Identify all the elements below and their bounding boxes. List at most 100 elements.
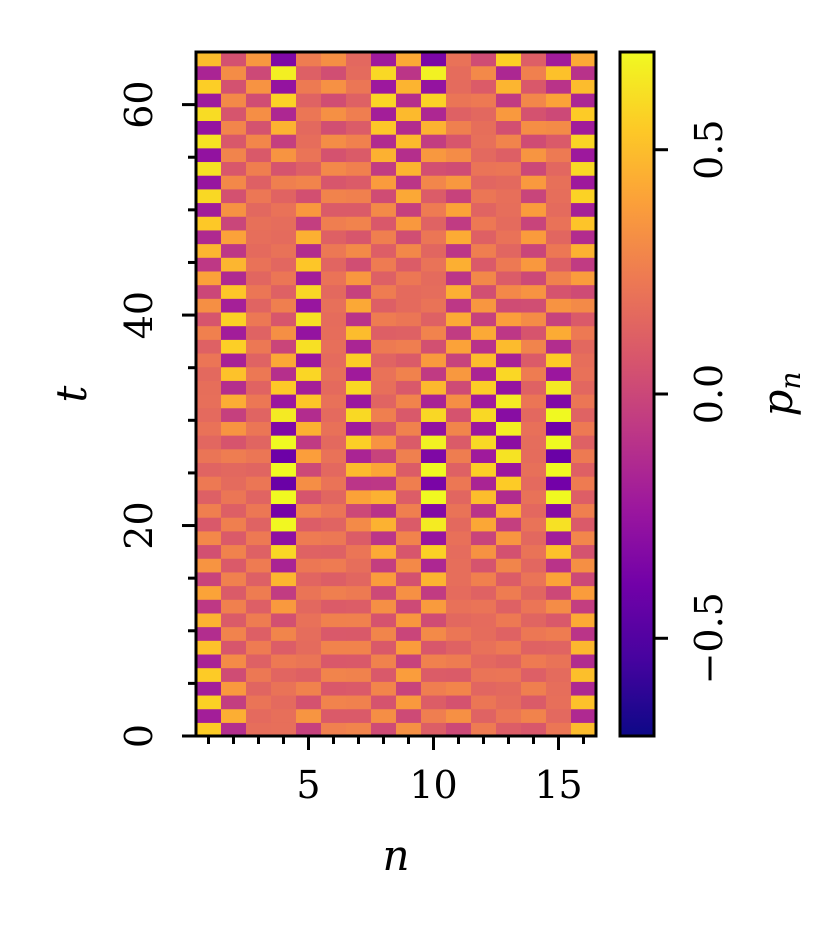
heatmap-cell xyxy=(521,339,547,354)
heatmap-cell xyxy=(571,380,597,395)
heatmap-cell xyxy=(421,503,447,518)
heatmap-cell xyxy=(571,558,597,573)
heatmap-cell xyxy=(196,257,222,272)
heatmap-cell xyxy=(521,65,547,80)
heatmap-cell xyxy=(421,407,447,422)
heatmap-cell xyxy=(396,599,422,614)
heatmap-cell xyxy=(221,503,247,518)
heatmap-cell xyxy=(296,626,322,641)
heatmap-cell xyxy=(196,243,222,258)
heatmap-cell xyxy=(246,421,272,436)
heatmap-cell xyxy=(246,216,272,231)
heatmap-cell xyxy=(421,530,447,546)
heatmap-cell xyxy=(521,380,547,395)
heatmap-cell xyxy=(196,448,222,463)
heatmap-cell xyxy=(496,325,522,340)
heatmap-cell xyxy=(546,216,572,231)
heatmap-cell xyxy=(196,325,222,340)
heatmap-cell xyxy=(321,161,347,176)
heatmap-cell xyxy=(546,476,572,491)
heatmap-cell xyxy=(421,120,447,135)
heatmap-cell xyxy=(221,270,247,286)
heatmap-cell xyxy=(571,421,597,436)
heatmap-cell xyxy=(246,175,272,190)
heatmap-cell xyxy=(246,558,272,573)
heatmap-cell xyxy=(346,694,372,710)
heatmap-cell xyxy=(321,503,347,518)
heatmap-cell xyxy=(421,394,447,409)
heatmap-cell xyxy=(521,708,547,723)
colorbar-label-subscript: n xyxy=(774,372,807,390)
heatmap-cell xyxy=(221,366,247,381)
heatmap-cell xyxy=(446,626,472,641)
colorbar-tick-label: −0.5 xyxy=(687,592,731,684)
heatmap-cell xyxy=(496,640,522,655)
heatmap-cell xyxy=(346,558,372,573)
heatmap-cell xyxy=(521,517,547,532)
heatmap-cell xyxy=(546,681,572,696)
heatmap-cell xyxy=(446,93,472,108)
heatmap-cell xyxy=(371,394,397,409)
heatmap-cell xyxy=(471,120,497,135)
heatmap-cell xyxy=(421,640,447,655)
heatmap-cell xyxy=(571,298,597,313)
heatmap-cell xyxy=(546,339,572,354)
heatmap-cell xyxy=(521,612,547,628)
heatmap-cell xyxy=(346,352,372,368)
heatmap-cell xyxy=(346,366,372,381)
heatmap-cell xyxy=(521,571,547,587)
heatmap-cell xyxy=(471,640,497,655)
heatmap-cell xyxy=(521,311,547,327)
heatmap-cell xyxy=(571,462,597,477)
heatmap-cell xyxy=(571,134,597,149)
heatmap-cell xyxy=(421,421,447,436)
heatmap-cell xyxy=(396,380,422,395)
heatmap-cell xyxy=(496,571,522,587)
heatmap-cell xyxy=(296,612,322,628)
heatmap-cell xyxy=(471,229,497,245)
heatmap-cell xyxy=(321,380,347,395)
heatmap-cell xyxy=(521,667,547,682)
heatmap-cell xyxy=(496,243,522,258)
heatmap-cell xyxy=(271,161,297,176)
heatmap-cell xyxy=(421,311,447,327)
heatmap-cell xyxy=(521,175,547,190)
heatmap-cell xyxy=(321,681,347,696)
heatmap-cell xyxy=(521,681,547,696)
heatmap-cell xyxy=(271,188,297,204)
heatmap-cell xyxy=(421,694,447,710)
heatmap-cell xyxy=(271,311,297,327)
heatmap-cell xyxy=(246,257,272,272)
heatmap-cell xyxy=(471,694,497,710)
heatmap-cell xyxy=(496,681,522,696)
heatmap-cell xyxy=(546,694,572,710)
heatmap-cell xyxy=(371,366,397,381)
heatmap-cell xyxy=(471,599,497,614)
heatmap-cell xyxy=(196,106,222,121)
heatmap-cell xyxy=(271,489,297,505)
heatmap-cell xyxy=(446,681,472,696)
heatmap-cell xyxy=(271,517,297,532)
heatmap-cell xyxy=(346,229,372,245)
heatmap-cell xyxy=(521,257,547,272)
heatmap-cell xyxy=(196,599,222,614)
heatmap-cell xyxy=(321,65,347,80)
heatmap-cell xyxy=(446,298,472,313)
heatmap-cell xyxy=(196,640,222,655)
heatmap-cell xyxy=(546,626,572,641)
heatmap-cell xyxy=(446,188,472,204)
heatmap-cell xyxy=(471,667,497,682)
heatmap-cell xyxy=(546,65,572,80)
heatmap-cell xyxy=(471,65,497,80)
heatmap-cell xyxy=(246,544,272,559)
heatmap-cell xyxy=(571,585,597,600)
heatmap-cell xyxy=(371,120,397,135)
heatmap-cell xyxy=(321,407,347,422)
heatmap-cell xyxy=(346,503,372,518)
x-tick-label: 15 xyxy=(534,763,582,807)
heatmap-cell xyxy=(221,188,247,204)
heatmap-cell xyxy=(321,476,347,491)
heatmap-cell xyxy=(196,79,222,94)
heatmap-cell xyxy=(221,681,247,696)
heatmap-cell xyxy=(221,489,247,505)
